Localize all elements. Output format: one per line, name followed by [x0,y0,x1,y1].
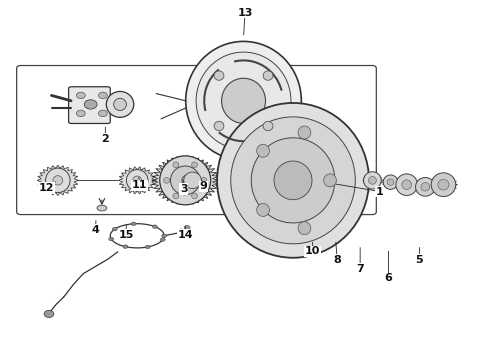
Ellipse shape [171,166,200,195]
Ellipse shape [257,144,270,157]
Ellipse shape [160,238,165,242]
Ellipse shape [298,126,311,139]
Ellipse shape [97,205,107,211]
Polygon shape [216,123,370,237]
Text: 15: 15 [118,230,134,240]
Ellipse shape [178,229,184,233]
Text: 5: 5 [416,255,423,265]
Ellipse shape [44,310,54,318]
Polygon shape [363,173,382,188]
Ellipse shape [106,91,134,117]
Text: 4: 4 [92,225,99,235]
Text: 2: 2 [101,134,109,144]
Ellipse shape [231,117,355,244]
Polygon shape [415,179,436,195]
Ellipse shape [76,110,85,117]
Ellipse shape [274,161,312,200]
Ellipse shape [109,237,114,241]
Ellipse shape [387,179,394,185]
Ellipse shape [126,170,148,191]
Ellipse shape [217,103,369,258]
Text: 13: 13 [237,8,253,18]
Ellipse shape [416,177,435,196]
Ellipse shape [396,174,417,195]
Ellipse shape [112,227,117,231]
Ellipse shape [173,193,179,199]
Ellipse shape [46,168,70,193]
Polygon shape [37,165,78,195]
Ellipse shape [201,177,207,183]
Ellipse shape [184,225,190,230]
Ellipse shape [368,176,376,184]
Ellipse shape [131,222,136,226]
Ellipse shape [221,78,266,123]
Ellipse shape [98,92,107,99]
Ellipse shape [263,121,273,131]
Ellipse shape [196,52,291,149]
Polygon shape [382,176,399,188]
Ellipse shape [152,225,157,229]
Ellipse shape [214,71,224,80]
Ellipse shape [402,180,412,189]
Ellipse shape [186,41,301,160]
Ellipse shape [184,172,201,189]
Ellipse shape [251,138,335,223]
Text: 3: 3 [180,184,188,194]
Ellipse shape [53,176,63,185]
Ellipse shape [263,71,273,80]
Ellipse shape [383,175,398,189]
FancyBboxPatch shape [69,87,110,123]
Polygon shape [394,176,419,193]
Text: 14: 14 [177,230,193,240]
Ellipse shape [421,183,430,191]
Ellipse shape [192,162,197,168]
Ellipse shape [76,92,85,99]
Ellipse shape [214,121,224,131]
Ellipse shape [164,177,170,183]
Ellipse shape [324,174,337,187]
Ellipse shape [114,98,126,111]
Ellipse shape [84,100,97,109]
Text: 9: 9 [199,181,207,192]
Polygon shape [152,156,219,205]
Ellipse shape [364,172,381,189]
Ellipse shape [298,222,311,235]
Text: 6: 6 [385,273,392,283]
Text: 11: 11 [132,180,147,190]
Polygon shape [119,167,156,194]
Polygon shape [430,175,457,195]
Ellipse shape [160,156,211,205]
Text: 12: 12 [39,183,54,193]
Text: 7: 7 [356,264,364,274]
Ellipse shape [162,234,167,238]
Ellipse shape [438,179,449,190]
Ellipse shape [173,162,179,168]
Text: 8: 8 [333,255,341,265]
Text: 1: 1 [376,186,384,197]
Ellipse shape [257,203,270,216]
Text: 10: 10 [305,246,320,256]
Ellipse shape [98,110,107,117]
Ellipse shape [192,193,197,199]
Ellipse shape [123,245,128,248]
Ellipse shape [133,176,142,185]
Ellipse shape [431,173,456,197]
Ellipse shape [182,175,194,186]
Ellipse shape [145,245,150,249]
